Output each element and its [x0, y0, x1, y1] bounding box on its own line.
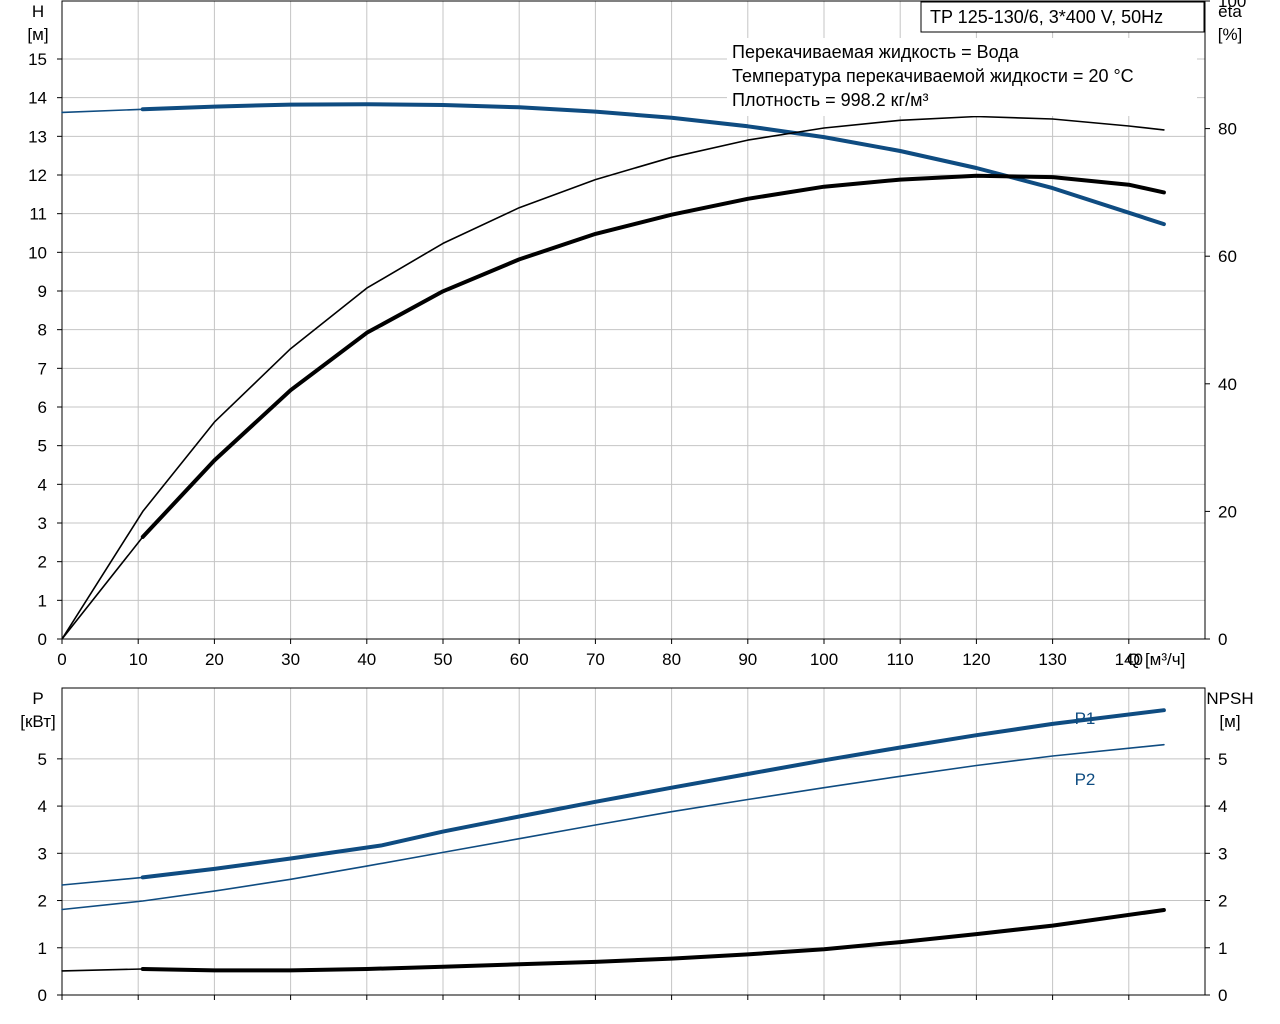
y-left-axis-name: H	[32, 2, 44, 21]
y-left-tick-label: 11	[29, 205, 47, 224]
y-left-tick-label: 4	[38, 475, 47, 494]
series-line-2	[61, 743, 1165, 911]
y-left-tick-label: 8	[38, 321, 47, 340]
x-tick-label: 130	[1038, 650, 1066, 669]
info-line: Перекачиваемая жидкость = Вода	[732, 42, 1020, 62]
y-left-tick-label: 1	[38, 591, 47, 610]
y-right-tick-label: 4	[1218, 797, 1227, 816]
y-left-tick-label: 4	[38, 797, 47, 816]
series-label-p1: P1	[1075, 709, 1096, 728]
series-line-4	[140, 908, 1166, 973]
x-tick-label: 60	[510, 650, 529, 669]
info-line: Температура перекачиваемой жидкости = 20…	[732, 66, 1134, 86]
x-tick-label: 70	[586, 650, 605, 669]
x-tick-label: 80	[662, 650, 681, 669]
plot-frame	[61, 0, 1206, 640]
y-right-tick-label: 5	[1218, 750, 1227, 769]
y-left-tick-label: 14	[28, 89, 47, 108]
y-left-tick-label: 0	[38, 630, 47, 649]
y-left-tick-label: 15	[28, 50, 47, 69]
power-npsh-panel: 0 1 2 3 4 5 0 1 2 3 4 5 P [кВт] NPSH [м] P1 P2	[20, 687, 1254, 1005]
y-right-tick-label: 3	[1218, 844, 1227, 863]
x-tick-label: 120	[962, 650, 990, 669]
y-right-tick-label: 1	[1218, 939, 1227, 958]
y-left-tick-label: 9	[38, 282, 47, 301]
x-tick-label: 40	[357, 650, 376, 669]
x-axis-label: Q [м³/ч]	[1127, 650, 1185, 669]
y-right-tick-label: 0	[1218, 986, 1227, 1005]
info-line: Плотность = 998.2 кг/м³	[732, 90, 928, 110]
x-tick-label: 90	[738, 650, 757, 669]
x-tick-label: 50	[434, 650, 453, 669]
y-right-axis-unit: [%]	[1218, 25, 1243, 44]
series-line-0	[61, 876, 144, 886]
title-box	[920, 1, 1205, 33]
series-line-4	[140, 173, 1166, 539]
y-right-tick-label: 100	[1218, 0, 1246, 11]
y-right-tick-label: 60	[1218, 247, 1237, 266]
y-left-axis-unit: [м]	[27, 25, 48, 44]
y-left-tick-label: 10	[28, 243, 47, 262]
chart-title: TP 125-130/6, 3*400 V, 50Hz	[930, 7, 1163, 27]
series-label-p2: P2	[1075, 770, 1096, 789]
y-left-tick-label: 13	[28, 127, 47, 146]
y-left-tick-label: 6	[38, 398, 47, 417]
series-line-3	[61, 536, 144, 640]
y-left-tick-label: 1	[38, 939, 47, 958]
x-tick-label: 0	[57, 650, 66, 669]
series-line-2	[61, 115, 1165, 640]
y-left-tick-label: 5	[38, 437, 47, 456]
y-left-tick-label: 3	[38, 844, 47, 863]
series-line-1	[140, 102, 1166, 227]
y-left-tick-label: 0	[38, 986, 47, 1005]
y-left-tick-label: 7	[38, 359, 47, 378]
info-background	[727, 38, 1197, 116]
x-tick-label: 140	[1115, 650, 1143, 669]
series-line-3	[61, 968, 144, 972]
x-tick-label: 10	[129, 650, 148, 669]
y-left-tick-label: 3	[38, 514, 47, 533]
x-tick-label: 30	[281, 650, 300, 669]
x-tick-label: 20	[205, 650, 224, 669]
y-right-axis-unit: [м]	[1219, 712, 1240, 731]
y-right-tick-label: 80	[1218, 120, 1237, 139]
plot-frame	[61, 687, 1206, 996]
y-left-tick-label: 2	[38, 553, 47, 572]
y-left-tick-label: 2	[38, 892, 47, 911]
series-line-1	[140, 708, 1166, 880]
y-right-tick-label: 40	[1218, 375, 1237, 394]
x-tick-label: 100	[810, 650, 838, 669]
y-right-tick-label: 20	[1218, 502, 1237, 521]
y-left-axis-unit: [кВт]	[20, 712, 55, 731]
y-right-tick-label: 0	[1218, 630, 1227, 649]
y-right-tick-label: 2	[1218, 892, 1227, 911]
y-right-axis-name: eta	[1218, 2, 1242, 21]
y-left-tick-label: 12	[28, 166, 47, 185]
y-right-axis-name: NPSH	[1206, 689, 1253, 708]
series-line-0	[61, 108, 144, 114]
x-tick-label: 110	[887, 650, 914, 669]
y-left-tick-label: 5	[38, 750, 47, 769]
y-left-axis-name: P	[32, 689, 43, 708]
